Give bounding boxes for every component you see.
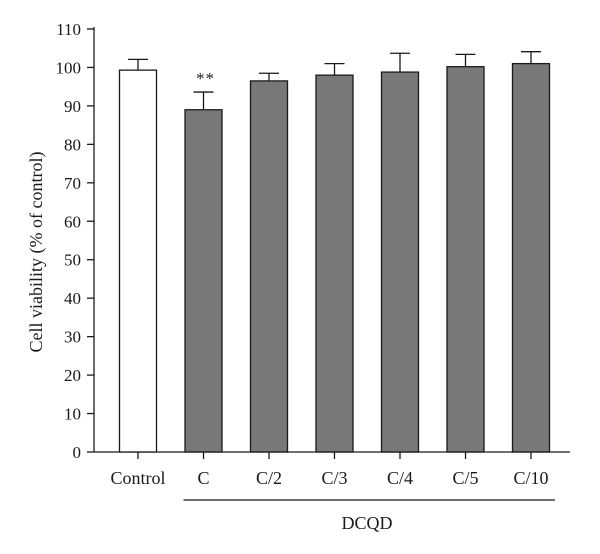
group-label: DCQD <box>341 513 392 533</box>
bar-c-2 <box>249 80 289 453</box>
y-tick-label: 70 <box>64 174 81 193</box>
y-tick-label: 90 <box>64 97 81 116</box>
y-tick-label: 10 <box>64 405 81 424</box>
y-tick-label: 40 <box>64 289 81 308</box>
bar-control <box>118 69 158 453</box>
bar-c-5 <box>446 66 485 453</box>
y-tick-label: 50 <box>64 251 81 270</box>
y-tick-label: 60 <box>64 212 81 231</box>
x-tick-label: C/5 <box>452 468 478 488</box>
x-tick-label: Control <box>110 468 165 488</box>
x-tick-label: C <box>197 468 209 488</box>
significance-marker: ** <box>196 69 215 88</box>
x-tick-label: C/3 <box>321 468 347 488</box>
x-tick-label: C/2 <box>256 468 282 488</box>
bar-c-3 <box>315 74 354 453</box>
y-tick-label: 20 <box>64 366 81 385</box>
y-tick-label: 0 <box>73 443 82 462</box>
y-tick-label: 30 <box>64 328 81 347</box>
x-tick-label: C/10 <box>513 468 548 488</box>
y-axis-title: Cell viability (% of control) <box>26 152 47 353</box>
bar-c <box>184 109 223 453</box>
y-tick-label: 80 <box>64 135 81 154</box>
y-tick-label: 110 <box>56 20 81 39</box>
y-tick-label: 100 <box>56 58 82 77</box>
bar-c-4 <box>380 71 420 453</box>
bar-c-10 <box>511 62 551 453</box>
x-tick-label: C/4 <box>387 468 413 488</box>
